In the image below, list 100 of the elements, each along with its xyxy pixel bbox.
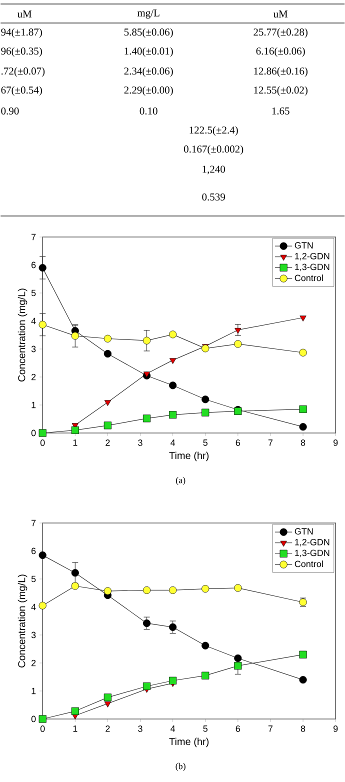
x-tick-label: 2 [106, 440, 110, 446]
x-axis-title: Time (hr) [169, 738, 208, 748]
x-tick-label: 2 [106, 726, 110, 732]
x-tick-label: 3 [138, 726, 142, 732]
x-tick-label: 1 [73, 440, 78, 446]
point [71, 569, 79, 577]
text: 12.86(±0.16) [254, 67, 308, 77]
text: 2.34(±0.06) [124, 67, 173, 77]
text: 5.85(±0.06) [124, 28, 173, 38]
legend-label: Control [294, 274, 323, 282]
x-tick-label: 0 [40, 440, 45, 446]
legend-label: 1,2-GDN [295, 538, 330, 546]
x-tick-label: 6 [236, 440, 240, 446]
text: uM [273, 10, 288, 18]
point [71, 707, 79, 715]
point [142, 682, 150, 690]
y-tick-label: 0 [31, 716, 36, 722]
point [104, 702, 111, 708]
text: 25.77(±0.28) [254, 28, 308, 38]
x-tick-label: 5 [203, 726, 208, 732]
point [142, 619, 150, 628]
point [142, 414, 150, 422]
text: 1.40(±0.01) [124, 47, 173, 57]
y-tick-label: 1 [32, 688, 36, 694]
point [300, 316, 306, 322]
point [104, 400, 111, 406]
point [104, 350, 112, 358]
text: (b) [176, 762, 186, 772]
y-tick-label: 4 [31, 604, 36, 610]
y-axis-title: Concentration (mg/L) [18, 288, 28, 382]
point [299, 423, 307, 431]
text: 0.10 [140, 107, 158, 115]
y-tick-label: 6 [31, 262, 36, 268]
point [104, 694, 112, 702]
y-tick-label: 5 [31, 290, 36, 296]
text: 6.16(±0.06) [256, 47, 305, 57]
point [299, 650, 307, 658]
text: 1.65 [272, 107, 290, 115]
y-tick-label: 3 [31, 632, 36, 638]
text: 12.55(±0.02) [254, 86, 308, 96]
text: .72(±0.07) [1, 67, 44, 77]
y-tick-label: 3 [31, 346, 36, 352]
y-tick-label: 5 [31, 576, 36, 582]
point [38, 320, 46, 328]
x-tick-label: 4 [170, 726, 175, 732]
point [201, 396, 210, 404]
legend-label: 1,3-GDN [295, 264, 330, 272]
y-tick-label: 2 [31, 374, 36, 380]
point [299, 676, 307, 684]
legend-label: GTN [294, 528, 313, 535]
text: 2.29(±0.00) [124, 86, 173, 96]
text: 96(±0.35) [1, 47, 42, 57]
text: 94(±1.87) [1, 28, 42, 38]
text: 1,240 [202, 166, 225, 174]
x-tick-label: 1 [73, 726, 78, 732]
point [299, 405, 307, 413]
point [234, 328, 242, 334]
x-tick-label: 9 [333, 726, 338, 732]
legend-label: 1,3-GDN [295, 550, 330, 558]
x-tick-label: 7 [268, 726, 272, 732]
x-tick-label: 5 [203, 440, 208, 446]
y-tick-label: 7 [31, 520, 36, 526]
point [234, 662, 242, 670]
point [38, 429, 46, 437]
point [104, 422, 112, 430]
x-tick-label: 6 [236, 726, 240, 732]
point [71, 332, 79, 340]
y-tick-label: 4 [31, 318, 36, 324]
legend-label: GTN [294, 242, 313, 249]
point [201, 584, 210, 593]
point [168, 676, 177, 684]
point [168, 586, 177, 594]
x-tick-label: 4 [170, 440, 175, 446]
point [168, 623, 177, 631]
point [38, 602, 46, 610]
point [38, 264, 46, 272]
x-tick-label: 7 [268, 440, 272, 446]
text: 67(±0.54) [1, 86, 42, 96]
point [71, 426, 79, 434]
point [38, 551, 46, 559]
text: 0.539 [202, 193, 225, 201]
text: (a) [176, 476, 186, 486]
x-tick-label: 8 [300, 726, 306, 732]
point [142, 336, 150, 344]
point [234, 654, 242, 662]
point [201, 408, 210, 416]
point [104, 334, 112, 342]
point [142, 586, 150, 594]
point [169, 358, 176, 364]
point [104, 587, 112, 595]
point [299, 348, 307, 356]
x-tick-label: 8 [300, 440, 306, 446]
text: mg/L [137, 9, 160, 19]
x-axis-title: Time (hr) [169, 452, 208, 462]
point [234, 340, 242, 348]
x-tick-label: 9 [333, 440, 338, 446]
point [168, 382, 177, 390]
y-tick-label: 0 [31, 430, 36, 436]
point [168, 411, 177, 419]
point [201, 672, 210, 680]
